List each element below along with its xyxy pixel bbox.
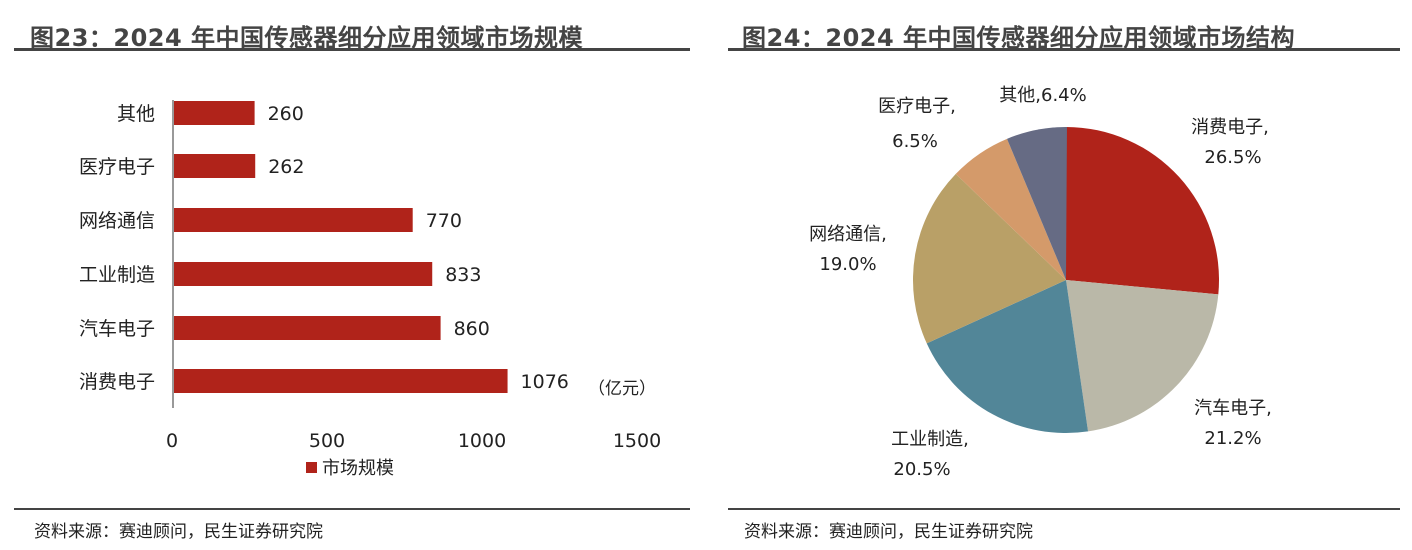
footer-divider <box>728 508 1400 510</box>
legend-swatch <box>306 462 317 473</box>
category-label: 工业制造 <box>79 264 155 286</box>
bar-chart-title: 图23：2024 年中国传感器细分应用领域市场规模 <box>30 24 584 52</box>
bar <box>174 316 441 340</box>
value-label: 860 <box>454 318 490 340</box>
slice-label: 医疗电子, <box>878 96 956 117</box>
bar <box>174 369 508 393</box>
category-label: 其他 <box>117 103 155 125</box>
category-label: 网络通信 <box>79 210 155 232</box>
slice-percent: 20.5% <box>893 459 950 480</box>
legend-label: 市场规模 <box>322 458 394 479</box>
slice-percent: 26.5% <box>1204 147 1261 168</box>
bar <box>174 208 413 232</box>
slice-label: 其他,6.4% <box>999 85 1086 106</box>
title-divider <box>14 48 690 51</box>
bar <box>174 262 433 286</box>
slice-label: 消费电子, <box>1191 117 1269 138</box>
slice-percent: 21.2% <box>1204 428 1261 449</box>
category-label: 消费电子 <box>79 371 155 393</box>
slice-percent: 19.0% <box>819 254 876 275</box>
source-note: 资料来源：赛迪顾问，民生证券研究院 <box>744 522 1033 542</box>
pie-slice <box>1007 126 1067 280</box>
x-tick-label: 1500 <box>613 430 661 452</box>
pie-slice <box>955 138 1066 280</box>
pie-slice <box>913 173 1066 344</box>
bar <box>174 154 256 178</box>
unit-label: （亿元） <box>588 379 656 399</box>
title-divider <box>728 48 1400 51</box>
value-label: 1076 <box>521 371 569 393</box>
category-label: 医疗电子 <box>79 156 155 178</box>
pie-slice <box>926 280 1089 434</box>
footer-divider <box>14 508 690 510</box>
x-tick-label: 500 <box>309 430 345 452</box>
value-label: 833 <box>445 264 481 286</box>
pie-chart-title: 图24：2024 年中国传感器细分应用领域市场结构 <box>742 24 1296 52</box>
bar <box>174 101 255 125</box>
slice-label: 网络通信, <box>809 224 887 245</box>
pie-slice <box>1066 280 1219 432</box>
category-label: 汽车电子 <box>79 318 155 340</box>
pie-slice <box>1066 127 1219 295</box>
slice-percent: 6.5% <box>892 131 938 152</box>
slice-label: 工业制造, <box>891 429 969 450</box>
x-tick-label: 1000 <box>458 430 506 452</box>
slice-label: 汽车电子, <box>1194 398 1272 419</box>
x-tick-label: 0 <box>166 430 178 452</box>
value-label: 262 <box>268 156 304 178</box>
source-note: 资料来源：赛迪顾问，民生证券研究院 <box>34 522 323 542</box>
value-label: 770 <box>426 210 462 232</box>
value-label: 260 <box>268 103 304 125</box>
